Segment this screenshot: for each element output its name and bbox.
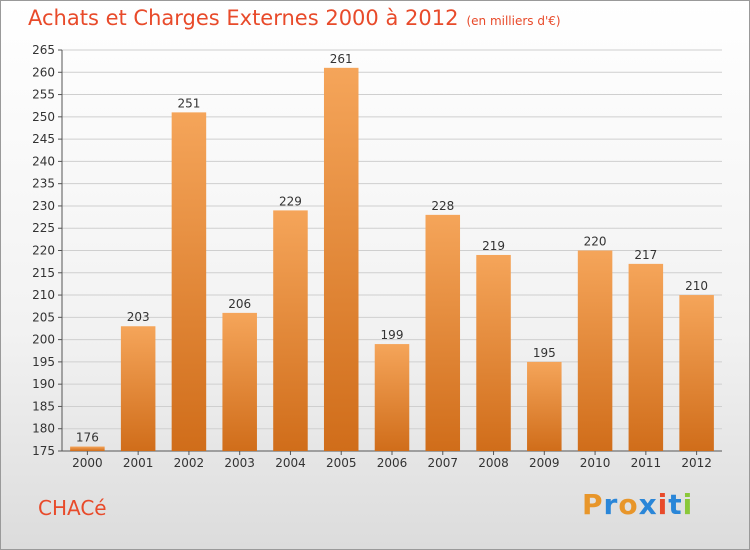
y-tick-label: 250 [32, 110, 55, 124]
y-tick-label: 255 [32, 88, 55, 102]
y-tick-label: 210 [32, 288, 55, 302]
bar-value-label: 251 [177, 96, 200, 110]
y-tick-label: 245 [32, 132, 55, 146]
bar [374, 344, 410, 451]
bar-value-label: 195 [533, 346, 556, 360]
y-tick-label: 180 [32, 422, 55, 436]
x-tick-label: 2008 [478, 456, 509, 470]
y-tick-label: 260 [32, 65, 55, 79]
bar-value-label: 219 [482, 239, 505, 253]
logo-letter: P [582, 488, 604, 521]
y-tick-label: 240 [32, 154, 55, 168]
x-tick-label: 2000 [72, 456, 103, 470]
bars [70, 67, 714, 452]
y-tick-label: 205 [32, 310, 55, 324]
chart-title: Achats et Charges Externes 2000 à 2012 (e… [28, 6, 561, 30]
bar [323, 67, 359, 452]
bar-value-label: 203 [127, 310, 150, 324]
bar [273, 210, 308, 451]
x-tick-label: 2012 [681, 456, 712, 470]
bar-value-label: 217 [634, 248, 657, 262]
bar-value-label: 176 [76, 431, 99, 445]
bar-value-label: 228 [431, 199, 454, 213]
bar [577, 250, 613, 451]
labels: 175 180 185 190 195 200 205 210 215 220 225 230 235 2… [32, 43, 712, 470]
x-tick-label: 2007 [427, 456, 458, 470]
x-tick-label: 2009 [529, 456, 560, 470]
logo-letter: i [682, 488, 694, 521]
proxiti-logo: Proxiti [582, 488, 693, 521]
x-tick-label: 2004 [275, 456, 306, 470]
bar [628, 263, 664, 451]
y-tick-label: 235 [32, 177, 55, 191]
bar [120, 326, 156, 451]
y-tick-label: 175 [32, 444, 55, 458]
bar-value-label: 206 [228, 297, 251, 311]
bar [476, 254, 511, 451]
logo-letter: x [638, 488, 658, 521]
chart-title-text: Achats et Charges Externes 2000 à 2012 [28, 6, 459, 30]
y-tick-label: 190 [32, 377, 55, 391]
bar [679, 295, 714, 451]
x-tick-label: 2003 [224, 456, 255, 470]
bar-value-label: 210 [685, 279, 708, 293]
y-tick-label: 265 [32, 43, 55, 57]
logo-letter: r [603, 488, 619, 521]
bar-value-label: 199 [381, 328, 404, 342]
bar [527, 361, 562, 451]
logo-letter: o [618, 488, 639, 521]
x-tick-label: 2001 [123, 456, 154, 470]
chart-title-unit: (en milliers d'€) [466, 14, 561, 28]
commune-name: CHACé [38, 496, 107, 520]
x-tick-label: 2005 [326, 456, 357, 470]
y-tick-label: 230 [32, 199, 55, 213]
y-tick-label: 220 [32, 244, 55, 258]
bar-value-label: 261 [330, 52, 353, 66]
bar [425, 214, 461, 451]
y-tick-label: 200 [32, 333, 55, 347]
x-tick-label: 2006 [377, 456, 408, 470]
bar [171, 112, 207, 451]
x-tick-label: 2010 [580, 456, 611, 470]
y-tick-label: 215 [32, 266, 55, 280]
logo-letter: i [657, 488, 669, 521]
y-tick-label: 185 [32, 399, 55, 413]
y-tick-label: 225 [32, 221, 55, 235]
bar [70, 446, 105, 451]
bar [222, 312, 257, 451]
logo-letter: t [668, 488, 683, 521]
x-tick-label: 2011 [631, 456, 662, 470]
x-tick-label: 2002 [174, 456, 205, 470]
bar-value-label: 220 [584, 235, 607, 249]
y-tick-label: 195 [32, 355, 55, 369]
bar-value-label: 229 [279, 194, 302, 208]
